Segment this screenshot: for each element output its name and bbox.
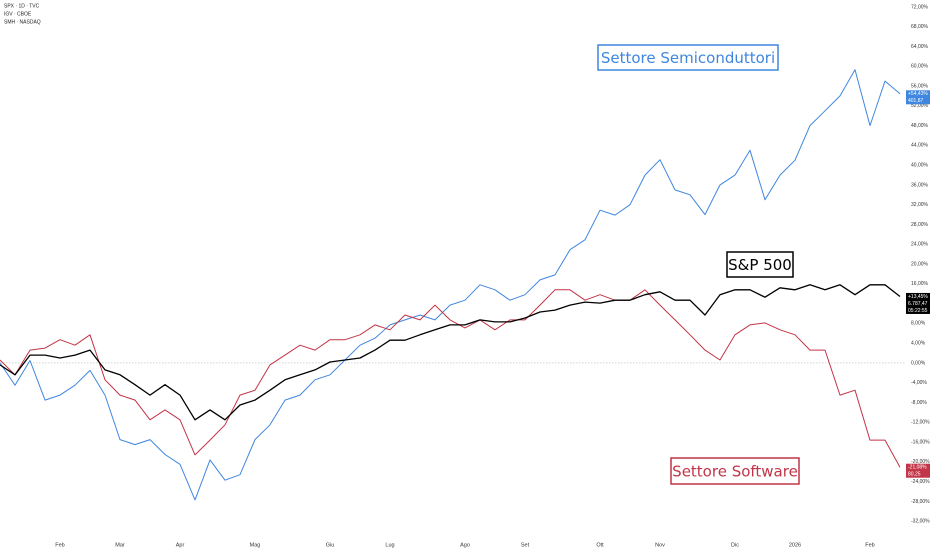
x-tick-label: Ott: [596, 542, 604, 548]
annotation-box: [726, 251, 794, 278]
y-tick-label: -8,00%: [911, 400, 927, 406]
y-tick-label: 52,00%: [911, 103, 929, 109]
x-tick-label: Ago: [460, 542, 470, 548]
annotation: Settore Software: [672, 463, 798, 481]
price-tag-label: +54,43%: [908, 91, 928, 97]
annotation-box: [597, 44, 779, 71]
y-tick-label: 0,00%: [911, 360, 926, 366]
legend-entry: SPX · 1D · TVC: [4, 3, 40, 9]
series-line: [0, 284, 901, 421]
y-tick-label: -16,00%: [911, 439, 930, 445]
legend-entry: SMH · NASDAQ: [4, 19, 41, 25]
y-tick-label: -24,00%: [911, 479, 930, 485]
y-tick-label: -20,00%: [911, 459, 930, 465]
y-tick-label: 8,00%: [911, 321, 926, 327]
x-tick-label: Set: [521, 542, 530, 548]
y-tick-label: 32,00%: [911, 202, 929, 208]
price-tag-label: 80,25: [908, 472, 921, 478]
price-tag: [906, 463, 930, 478]
price-tag-label: +13,45%: [908, 294, 928, 300]
y-tick-label: -12,00%: [911, 420, 930, 426]
price-tag-label: -21,08%: [908, 465, 927, 471]
y-tick-label: -32,00%: [911, 519, 930, 525]
price-tag-label: 05:22:55: [908, 308, 928, 314]
y-tick-label: 36,00%: [911, 182, 929, 188]
price-tag: [906, 90, 930, 105]
y-tick-label: 24,00%: [911, 242, 929, 248]
y-tick-label: 68,00%: [911, 24, 929, 30]
annotation: Settore Semiconduttori: [601, 49, 775, 67]
y-tick-label: 48,00%: [911, 123, 929, 129]
x-tick-label: Lug: [385, 542, 394, 548]
x-tick-label: Feb: [865, 542, 874, 548]
y-tick-label: 60,00%: [911, 64, 929, 70]
x-tick-label: Apr: [176, 542, 185, 548]
y-tick-label: -28,00%: [911, 499, 930, 505]
legend-entry: IGV · CBOE: [4, 11, 32, 17]
y-tick-label: 64,00%: [911, 44, 929, 50]
series-line: [0, 289, 901, 468]
y-tick-label: 44,00%: [911, 143, 929, 149]
price-tag-label: 401,87: [908, 98, 924, 104]
y-tick-label: 20,00%: [911, 261, 929, 267]
y-tick-label: 56,00%: [911, 83, 929, 89]
series-line: [0, 69, 901, 501]
y-tick-label: 4,00%: [911, 341, 926, 347]
x-tick-label: Feb: [55, 542, 64, 548]
x-tick-label: Nov: [655, 542, 665, 548]
y-tick-label: 16,00%: [911, 281, 929, 287]
x-tick-label: Dic: [731, 542, 739, 548]
x-tick-label: Mag: [250, 542, 261, 548]
y-tick-label: 28,00%: [911, 222, 929, 228]
x-tick-label: 2026: [789, 542, 801, 548]
y-tick-label: -4,00%: [911, 380, 927, 386]
y-tick-label: 72,00%: [911, 4, 929, 10]
y-tick-label: 40,00%: [911, 162, 929, 168]
annotation-box: [670, 457, 800, 485]
x-tick-label: Giu: [326, 542, 335, 548]
price-tag-label: 6.787,47: [908, 301, 928, 307]
x-tick-label: Mar: [115, 542, 125, 548]
price-tag: [906, 292, 930, 314]
annotation: S&P 500: [728, 256, 792, 274]
